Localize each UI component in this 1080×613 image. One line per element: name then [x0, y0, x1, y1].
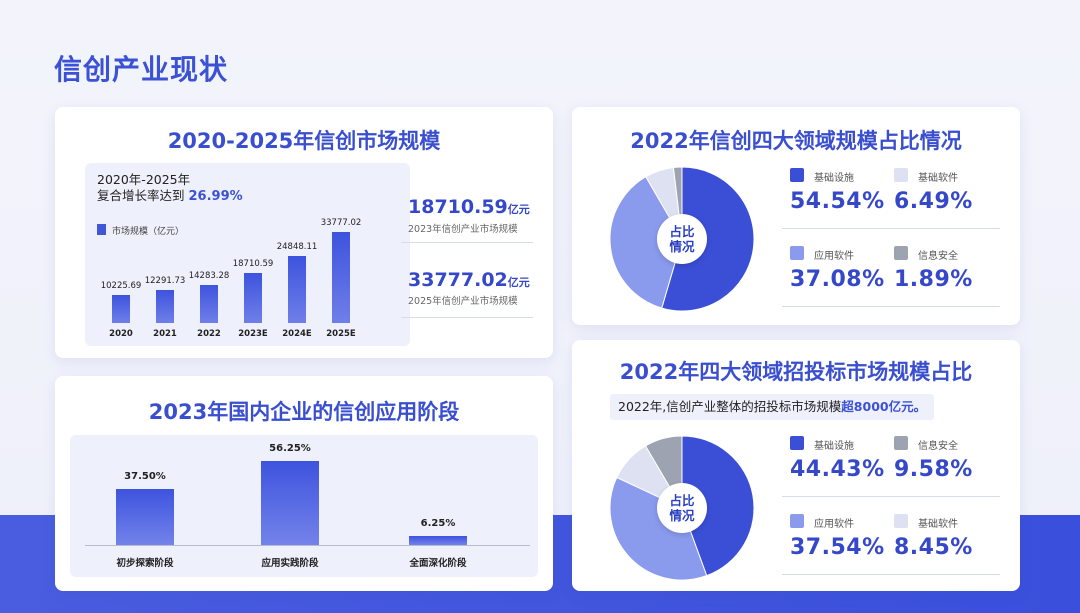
- cagr-value: 26.99%: [188, 189, 243, 204]
- cagr-text: 复合增长率达到: [97, 188, 185, 203]
- market-size-card: 2020-2025年信创市场规模 2020年-2025年 复合增长率达到 26.…: [55, 107, 553, 358]
- stages-card: 2023年国内企业的信创应用阶段 37.50% 初步探索阶段 56.25% 应用实践阶…: [55, 376, 553, 591]
- market-bar: [244, 272, 262, 323]
- market-size-title: 2020-2025年信创市场规模: [167, 129, 441, 153]
- legend-divider: [782, 228, 1000, 229]
- legend-name: 信息安全: [918, 251, 958, 262]
- market-bar: [200, 284, 218, 323]
- bidding-banner-highlight: 超8000亿元。: [841, 399, 927, 414]
- legend-percent: 54.54%: [790, 189, 885, 214]
- cagr-line2: 复合增长率达到 26.99%: [97, 188, 243, 205]
- legend-name: 信息安全: [918, 441, 958, 452]
- legend-icon: [790, 246, 804, 260]
- stage-bar-category: 初步探索阶段: [116, 558, 174, 569]
- legend-label: 市场规模（亿元）: [112, 227, 185, 237]
- highlight-2025-value: 33777.02: [408, 269, 508, 291]
- stage-bar: [409, 535, 467, 545]
- market-bar-value: 12291.73: [144, 275, 186, 286]
- legend-icon: [894, 246, 908, 260]
- legend-divider: [782, 496, 1000, 497]
- pie-slice-应用软件: [609, 176, 683, 309]
- highlight-2025-caption: 2025年信创产业市场规模: [408, 296, 518, 307]
- legend-name: 基础软件: [918, 519, 958, 530]
- pie-center-line2: 情况: [669, 508, 695, 523]
- legend-icon: [790, 436, 804, 450]
- page-title: 信创产业现状: [54, 53, 229, 86]
- stage-bar-category: 应用实践阶段: [261, 558, 319, 569]
- legend-divider: [782, 306, 1000, 307]
- domains-title: 2022年信创四大领域规模占比情况: [630, 129, 962, 153]
- stages-axis: [85, 545, 530, 546]
- legend-name: 基础设施: [814, 441, 854, 452]
- stage-bar-value: 37.50%: [124, 470, 166, 482]
- stage-bar: [261, 460, 319, 545]
- legend-percent: 37.54%: [790, 535, 885, 560]
- legend-icon: [894, 436, 908, 450]
- legend-icon: [894, 514, 908, 528]
- pie-center-line2: 情况: [669, 239, 695, 254]
- pie-center-line1: 占比: [669, 493, 695, 508]
- domains-card: 2022年信创四大领域规模占比情况 占比 情况 基础设施 54.54% 基础软件 6.…: [572, 107, 1020, 325]
- legend-percent: 8.45%: [894, 535, 973, 560]
- market-bar: [112, 295, 130, 323]
- market-bar: [332, 231, 350, 323]
- legend-name: 应用软件: [814, 519, 854, 530]
- market-bar-value: 33777.02: [320, 217, 362, 228]
- domains-pie-center: 占比 情况: [657, 214, 707, 264]
- market-bar: [288, 256, 306, 323]
- market-bar-category: 2024E: [282, 329, 312, 339]
- stage-bar-value: 6.25%: [420, 517, 456, 529]
- pie-slice-基础设施: [681, 435, 755, 577]
- market-bar: [156, 289, 174, 323]
- highlight-2023-unit: 亿元: [507, 203, 530, 216]
- highlight-2023-caption: 2023年信创产业市场规模: [408, 224, 518, 235]
- bidding-pie-chart: [609, 435, 755, 581]
- highlight-2023: 18710.59亿元: [408, 196, 530, 218]
- legend-percent: 44.43%: [790, 457, 885, 482]
- stages-chart-panel: 37.50% 初步探索阶段 56.25% 应用实践阶段 6.25% 全面深化阶段: [70, 435, 538, 577]
- legend-divider: [782, 574, 1000, 575]
- pie-center-line1: 占比: [669, 224, 695, 239]
- bidding-banner: 2022年,信创产业整体的招投标市场规模超8000亿元。: [610, 394, 935, 420]
- market-bar-value: 24848.11: [276, 242, 318, 253]
- pie-slice-应用软件: [609, 476, 708, 581]
- highlight-2025-unit: 亿元: [507, 276, 530, 289]
- highlight-2023-value: 18710.59: [408, 196, 508, 218]
- market-bar-category: 2022: [197, 329, 221, 339]
- legend-swatch: [97, 224, 106, 235]
- market-bar-category: 2025E: [326, 329, 356, 339]
- legend-name: 基础设施: [814, 173, 854, 184]
- legend-percent: 37.08%: [790, 267, 885, 292]
- legend-name: 应用软件: [814, 251, 854, 262]
- bidding-banner-text: 2022年,信创产业整体的招投标市场规模: [618, 399, 842, 414]
- stage-bar: [116, 488, 174, 545]
- market-bar-value: 14283.28: [188, 270, 230, 281]
- market-bar-value: 18710.59: [232, 258, 274, 269]
- bidding-title: 2022年四大领域招投标市场规模占比: [619, 360, 973, 384]
- legend-name: 基础软件: [918, 173, 958, 184]
- stage-bar-category: 全面深化阶段: [409, 558, 467, 569]
- divider: [401, 317, 533, 318]
- highlight-2025: 33777.02亿元: [408, 269, 530, 291]
- stage-bar-value: 56.25%: [269, 442, 311, 454]
- market-bar-category: 2021: [153, 329, 177, 339]
- legend-icon: [790, 168, 804, 182]
- legend-percent: 9.58%: [894, 457, 973, 482]
- market-bar-category: 2023E: [238, 329, 268, 339]
- market-chart-panel: 2020年-2025年 复合增长率达到 26.99% 市场规模（亿元） 1022…: [85, 163, 410, 346]
- pie-slice-基础设施: [661, 166, 755, 312]
- cagr-line1: 2020年-2025年: [97, 172, 191, 187]
- market-bar-category: 2020: [109, 329, 133, 339]
- bidding-pie-center: 占比 情况: [657, 483, 707, 533]
- legend-percent: 1.89%: [894, 267, 973, 292]
- legend-icon: [790, 514, 804, 528]
- stages-title: 2023年国内企业的信创应用阶段: [148, 400, 460, 424]
- market-bar-value: 10225.69: [100, 281, 142, 292]
- domains-pie-chart: [609, 166, 755, 312]
- legend-percent: 6.49%: [894, 189, 973, 214]
- divider: [401, 242, 533, 243]
- legend-icon: [894, 168, 908, 182]
- bidding-card: 2022年四大领域招投标市场规模占比 2022年,信创产业整体的招投标市场规模超…: [572, 340, 1020, 591]
